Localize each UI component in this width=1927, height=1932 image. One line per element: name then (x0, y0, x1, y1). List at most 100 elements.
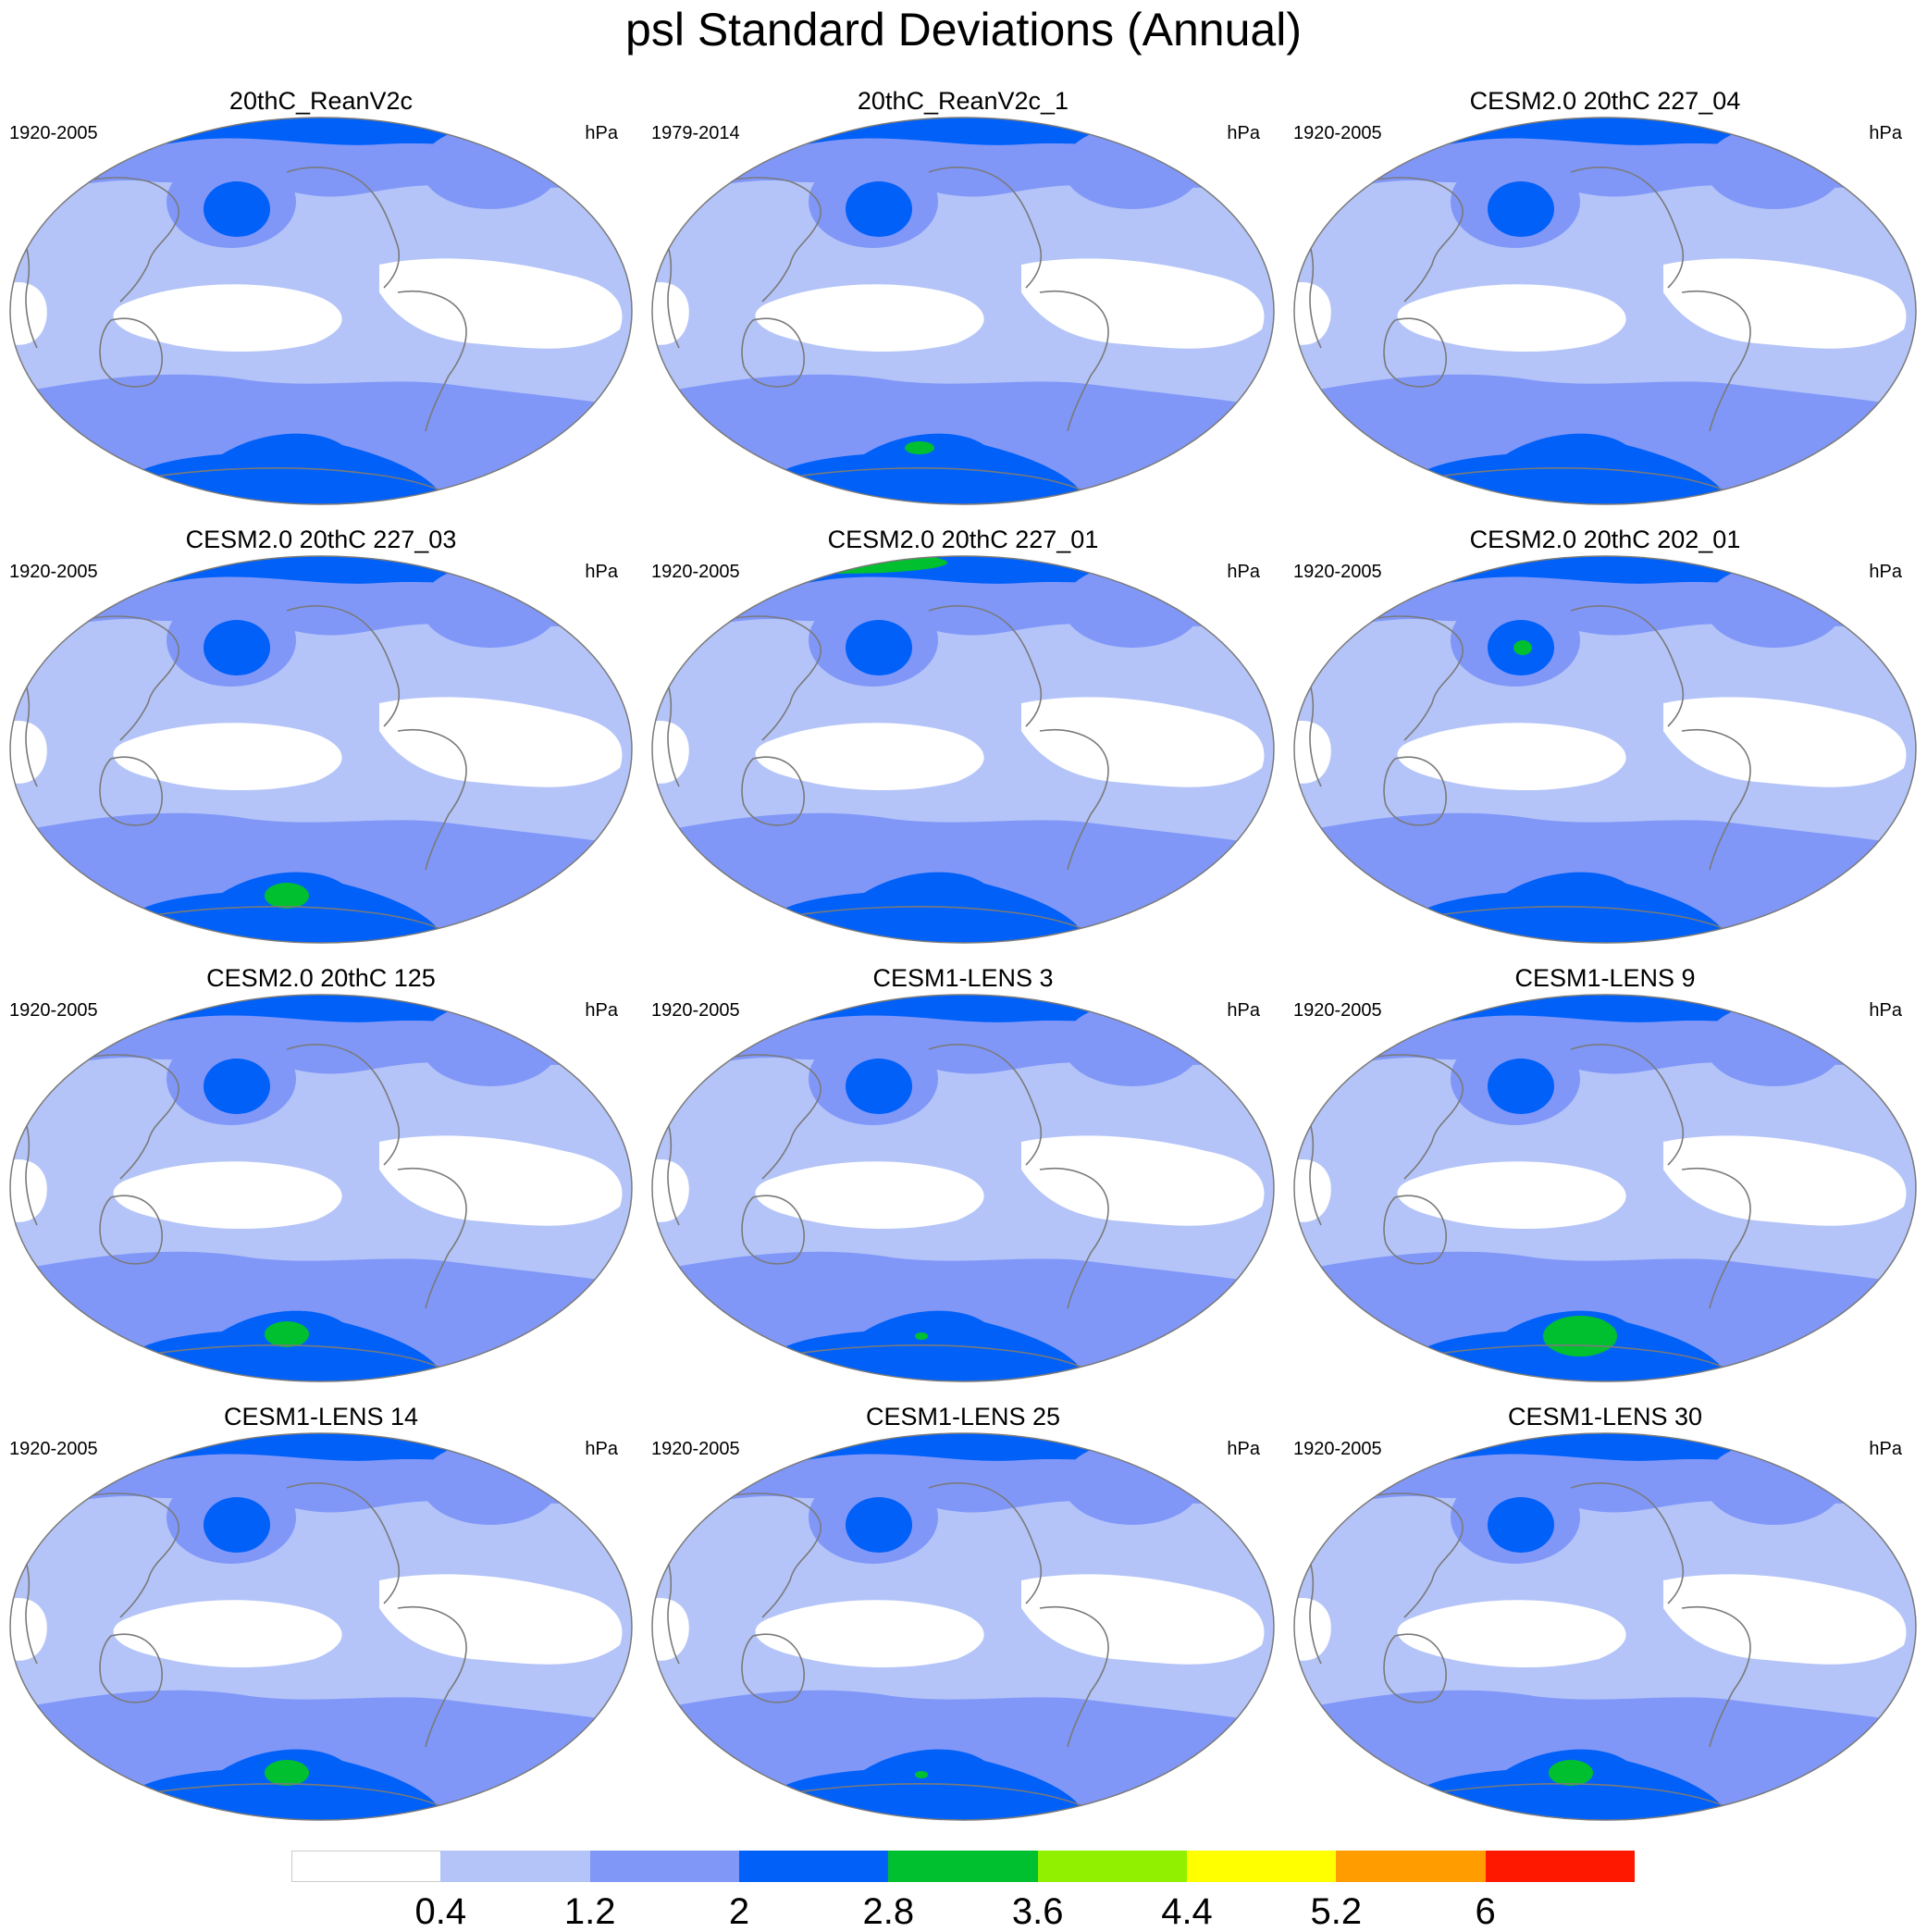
contour-aleutian-inner (204, 181, 270, 237)
contour-aleutian-inner (846, 181, 912, 237)
contour-tropics-pacific (113, 1600, 342, 1668)
coast-south-america (1039, 728, 1109, 871)
colorbar (291, 1851, 1636, 1882)
contour-atlantic (1063, 1442, 1202, 1525)
coast-antarctica (119, 905, 454, 935)
panel-period: 1920-2005 (1293, 123, 1382, 143)
coast-south-america (1039, 1167, 1109, 1309)
coast-south-america (397, 1167, 467, 1309)
coast-antarctica (761, 1344, 1096, 1374)
contour-tropics-indian (10, 282, 47, 345)
robinson-map (1293, 117, 1917, 505)
contour-atlantic (1063, 126, 1202, 209)
coast-australia (1383, 317, 1447, 388)
coast-antarctica (1403, 905, 1738, 935)
coast-antarctica (119, 1782, 454, 1813)
map-outline (1293, 117, 1917, 505)
panel-period: 1920-2005 (9, 1000, 98, 1021)
map-panel: CESM2.0 20thC 125 1920-2005 hPa (0, 964, 642, 1403)
robinson-map (9, 555, 633, 944)
coast-australia (1383, 756, 1447, 826)
coast-north-america (928, 1482, 1043, 1604)
coast-north-america (1570, 1482, 1685, 1604)
contour-fill (1294, 995, 1916, 1381)
contour-max-patch (1390, 557, 1474, 576)
colorbar-swatch (291, 1851, 441, 1882)
contour-tropics-atlantic (1663, 1574, 1907, 1665)
contour-tropics-pacific (113, 723, 342, 791)
coast-south-america (1681, 1605, 1751, 1748)
contour-tropics-indian (1294, 1598, 1331, 1661)
panel-title: 20thC_ReanV2c_1 (857, 87, 1069, 115)
coast-australia (99, 1195, 163, 1265)
contour-aleutian-inner (204, 620, 270, 675)
map-panel: 20thC_ReanV2c_1 1979-2014 hPa (642, 87, 1284, 526)
map-panel: CESM1-LENS 14 1920-2005 hPa (0, 1403, 642, 1841)
robinson-map (9, 1432, 633, 1821)
contour-tropics-pacific (1397, 1600, 1626, 1668)
contour-max-patch (167, 1002, 185, 1011)
panel-title: CESM2.0 20thC 202_01 (1469, 526, 1741, 553)
coast-north-america (286, 605, 401, 727)
map-outline (651, 994, 1275, 1382)
colorbar-swatch (440, 1851, 591, 1882)
map-outline (651, 1432, 1275, 1821)
panel-title: CESM1-LENS 25 (865, 1403, 1061, 1430)
coast-north-america (286, 1482, 401, 1604)
map-panel: CESM1-LENS 3 1920-2005 hPa (642, 964, 1284, 1403)
map-outline (651, 117, 1275, 505)
colorbar-swatch (739, 1851, 889, 1882)
map-outline (9, 994, 633, 1382)
contour-fill (1294, 1433, 1916, 1820)
panel-title: CESM2.0 20thC 227_04 (1469, 87, 1741, 115)
colorbar-tick-label: 2 (728, 1891, 750, 1932)
contour-fill (652, 995, 1274, 1381)
contour-tropics-pacific (755, 723, 984, 791)
figure-title: psl Standard Deviations (Annual) (625, 4, 1302, 56)
contour-tropics-atlantic (1021, 258, 1265, 349)
contour-max-patch (265, 1760, 309, 1786)
panel-period: 1920-2005 (651, 562, 740, 582)
panel-title: CESM1-LENS 14 (223, 1403, 419, 1430)
coastlines (10, 1482, 467, 1813)
contour-max-patch (106, 1434, 190, 1453)
colorbar-tick-label: 3.6 (1011, 1891, 1064, 1932)
colorbar-swatch (1037, 1851, 1188, 1882)
panel-units: hPa (1869, 1439, 1902, 1459)
coast-south-america (1039, 290, 1109, 432)
coast-australia (99, 317, 163, 388)
contour-fill (1294, 556, 1916, 943)
map-panel: CESM2.0 20thC 227_03 1920-2005 hPa (0, 526, 642, 964)
coast-australia (99, 756, 163, 826)
contour-tropics-atlantic (379, 697, 623, 787)
contour-max-patch (1513, 640, 1532, 655)
contour-tropics-pacific (113, 1161, 342, 1230)
coast-antarctica (761, 905, 1096, 935)
robinson-map (651, 994, 1275, 1382)
coastlines (10, 1044, 467, 1374)
coast-south-america (397, 290, 467, 432)
panel-units: hPa (585, 1000, 618, 1021)
coast-south-america (1681, 1167, 1751, 1309)
contour-fill (10, 995, 632, 1381)
panel-period: 1920-2005 (651, 1000, 740, 1021)
coast-north-america (928, 167, 1043, 289)
contour-tropics-atlantic (1021, 1574, 1265, 1665)
contour-tropics-indian (1294, 282, 1331, 345)
panel-period: 1920-2005 (1293, 1000, 1382, 1021)
coast-antarctica (119, 1344, 454, 1374)
contour-tropics-atlantic (379, 1574, 623, 1665)
coast-antarctica (1403, 1782, 1738, 1813)
contour-tropics-indian (10, 721, 47, 784)
robinson-map (651, 1432, 1275, 1821)
panel-period: 1979-2014 (651, 123, 740, 143)
contour-atlantic (1063, 1003, 1202, 1086)
panel-title: CESM2.0 20thC 227_03 (185, 526, 457, 553)
contour-atlantic (1705, 564, 1844, 648)
contour-atlantic (1705, 126, 1844, 209)
contour-fill (652, 556, 1274, 943)
coast-australia (741, 1633, 805, 1703)
contour-tropics-indian (10, 1159, 47, 1222)
coast-australia (741, 756, 805, 826)
map-outline (9, 117, 633, 505)
